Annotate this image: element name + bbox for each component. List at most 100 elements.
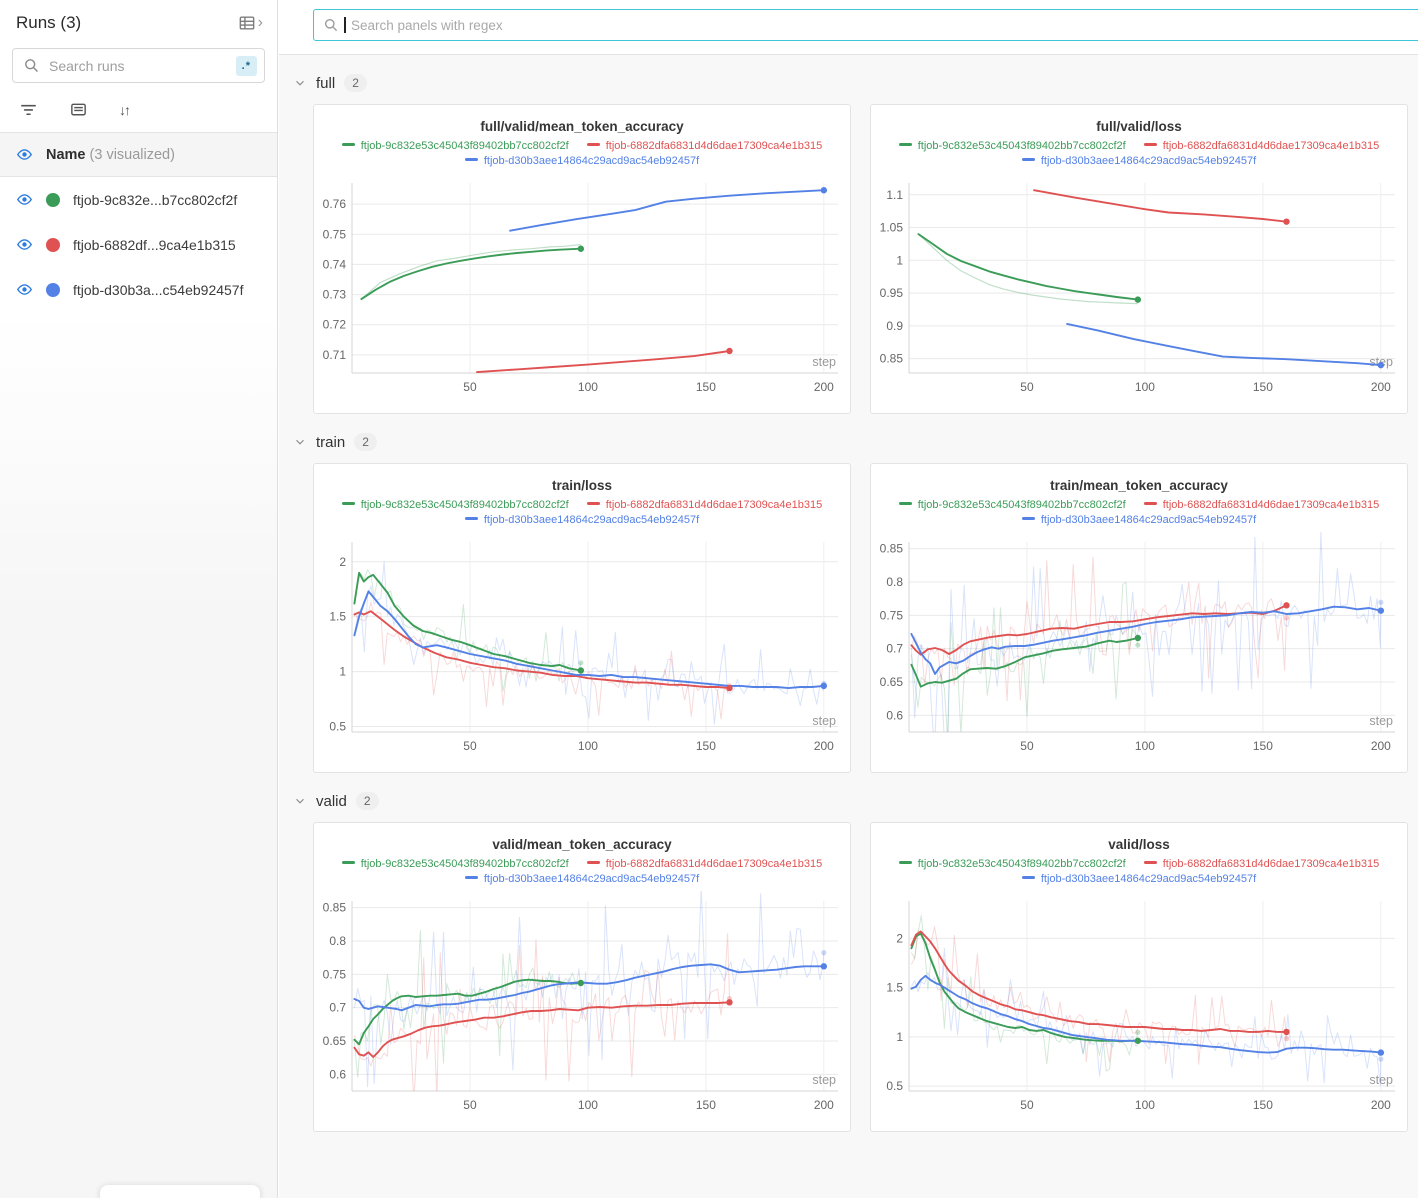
- svg-text:2: 2: [896, 931, 903, 945]
- line-chart[interactable]: 0.6 0.65 0.7 0.75 0.8 0.85 50 100 150 200 step: [314, 889, 852, 1119]
- legend-row: ftjob-9c832e53c45043f89402bb7cc802cf2f ft…: [314, 498, 850, 513]
- runs-sidebar: Runs (3) › .* ↓: [0, 0, 278, 1198]
- legend-entry: ftjob-6882dfa6831d4d6dae17309ca4e1b315: [1143, 499, 1379, 511]
- legend-row: ftjob-d30b3aee14864c29acd9ac54eb92457f: [871, 513, 1407, 528]
- group-columns-icon[interactable]: [69, 100, 88, 119]
- line-chart[interactable]: 0.6 0.65 0.7 0.75 0.8 0.85 50 100 150 200 step: [871, 530, 1409, 760]
- run-row[interactable]: ftjob-d30b3a...c54eb92457f: [0, 267, 277, 312]
- svg-text:1.1: 1.1: [886, 188, 903, 202]
- filter-icon[interactable]: [19, 100, 38, 119]
- expand-table-chevron-icon[interactable]: ›: [257, 14, 263, 31]
- svg-text:0.6: 0.6: [329, 1067, 346, 1081]
- chart-legend: ftjob-9c832e53c45043f89402bb7cc802cf2f ft…: [871, 857, 1407, 887]
- svg-text:150: 150: [696, 380, 716, 394]
- svg-text:1.5: 1.5: [886, 981, 903, 995]
- legend-entry: ftjob-9c832e53c45043f89402bb7cc802cf2f: [898, 140, 1126, 152]
- svg-text:100: 100: [578, 380, 598, 394]
- chart-panel: full/valid/loss ftjob-9c832e53c45043f8940…: [870, 104, 1408, 414]
- run-row[interactable]: ftjob-6882df...9ca4e1b315: [0, 222, 277, 267]
- svg-text:200: 200: [1371, 739, 1391, 753]
- panel-search-box[interactable]: [313, 9, 1418, 41]
- panel-section: train 2 train/loss ftjob-9c832e53c45043f894…: [296, 416, 1418, 773]
- eye-icon[interactable]: [16, 191, 33, 208]
- legend-run-name: ftjob-6882dfa6831d4d6dae17309ca4e1b315: [1162, 140, 1380, 152]
- chart-panel: valid/loss ftjob-9c832e53c45043f89402bb7c…: [870, 822, 1408, 1132]
- legend-row: ftjob-d30b3aee14864c29acd9ac54eb92457f: [871, 872, 1407, 887]
- svg-text:step: step: [812, 714, 836, 728]
- svg-text:0.65: 0.65: [880, 675, 904, 689]
- line-chart[interactable]: 0.5 1 1.5 2 50 100 150 200 step: [871, 889, 1409, 1119]
- legend-run-name: ftjob-9c832e53c45043f89402bb7cc802cf2f: [917, 140, 1126, 152]
- section-panels-row: train/loss ftjob-9c832e53c45043f89402bb7c…: [313, 463, 1418, 773]
- chevron-down-icon[interactable]: [293, 76, 307, 90]
- legend-run-name: ftjob-d30b3aee14864c29acd9ac54eb92457f: [1040, 873, 1257, 885]
- legend-line-marker: [1021, 158, 1035, 161]
- chart-legend: ftjob-9c832e53c45043f89402bb7cc802cf2f ft…: [314, 857, 850, 887]
- chart-title: train/mean_token_accuracy: [1050, 478, 1228, 493]
- legend-run-name: ftjob-d30b3aee14864c29acd9ac54eb92457f: [483, 873, 700, 885]
- legend-line-marker: [341, 861, 355, 864]
- legend-row: ftjob-d30b3aee14864c29acd9ac54eb92457f: [314, 513, 850, 528]
- svg-text:100: 100: [578, 1098, 598, 1112]
- svg-text:100: 100: [1135, 380, 1155, 394]
- search-runs-input[interactable]: [47, 56, 229, 75]
- runs-list-header[interactable]: Name (3 visualized): [0, 133, 277, 177]
- svg-text:50: 50: [1020, 739, 1034, 753]
- line-chart[interactable]: 0.71 0.72 0.73 0.74 0.75 0.76 50 100 150 200 step: [314, 171, 852, 401]
- legend-entry: ftjob-d30b3aee14864c29acd9ac54eb92457f: [1021, 514, 1256, 526]
- chevron-down-icon[interactable]: [293, 794, 307, 808]
- runs-search-box[interactable]: .*: [12, 48, 265, 83]
- regex-toggle-button[interactable]: .*: [235, 55, 257, 76]
- run-color-dot: [46, 237, 60, 252]
- svg-text:0.75: 0.75: [880, 608, 904, 622]
- section-header[interactable]: full 2: [293, 57, 1418, 104]
- eye-icon[interactable]: [16, 236, 33, 253]
- svg-text:step: step: [1369, 714, 1393, 728]
- legend-row: ftjob-9c832e53c45043f89402bb7cc802cf2f ft…: [871, 139, 1407, 154]
- legend-line-marker: [341, 143, 355, 146]
- runs-sidebar-header: Runs (3) ›: [0, 0, 277, 42]
- search-icon: [23, 57, 40, 74]
- legend-line-marker: [1021, 876, 1035, 879]
- svg-text:0.7: 0.7: [329, 1001, 346, 1015]
- chart-legend: ftjob-9c832e53c45043f89402bb7cc802cf2f ft…: [871, 139, 1407, 169]
- svg-text:0.85: 0.85: [880, 542, 904, 556]
- legend-line-marker: [464, 876, 478, 879]
- run-list: ftjob-9c832e...b7cc802cf2f ftjob-6882df..…: [0, 177, 277, 312]
- section-header[interactable]: train 2: [293, 416, 1418, 463]
- legend-entry: ftjob-9c832e53c45043f89402bb7cc802cf2f: [341, 140, 569, 152]
- legend-entry: ftjob-6882dfa6831d4d6dae17309ca4e1b315: [1143, 140, 1380, 152]
- svg-text:100: 100: [578, 739, 598, 753]
- svg-text:50: 50: [1020, 1098, 1034, 1112]
- runs-table-icon[interactable]: [237, 13, 257, 33]
- legend-entry: ftjob-9c832e53c45043f89402bb7cc802cf2f: [341, 499, 569, 511]
- search-panels-input[interactable]: [349, 16, 1418, 34]
- chevron-down-icon[interactable]: [293, 435, 307, 449]
- legend-entry: ftjob-d30b3aee14864c29acd9ac54eb92457f: [1021, 155, 1257, 167]
- legend-run-name: ftjob-6882dfa6831d4d6dae17309ca4e1b315: [1162, 858, 1380, 870]
- legend-row: ftjob-d30b3aee14864c29acd9ac54eb92457f: [314, 154, 850, 169]
- svg-text:150: 150: [696, 739, 716, 753]
- legend-run-name: ftjob-d30b3aee14864c29acd9ac54eb92457f: [1040, 155, 1257, 167]
- line-chart[interactable]: 0.5 1 1.5 2 50 100 150 200 step: [314, 530, 852, 760]
- section-panels-row: valid/mean_token_accuracy ftjob-9c832e53c…: [313, 822, 1418, 1132]
- runs-title: Runs (3): [16, 13, 82, 32]
- eye-icon[interactable]: [16, 281, 33, 298]
- legend-row: ftjob-9c832e53c45043f89402bb7cc802cf2f ft…: [871, 857, 1407, 872]
- sort-icon[interactable]: ↓↑: [119, 101, 131, 118]
- svg-text:0.6: 0.6: [886, 708, 903, 722]
- chart-legend: ftjob-9c832e53c45043f89402bb7cc802cf2f ft…: [314, 139, 850, 169]
- legend-line-marker: [1143, 143, 1157, 146]
- section-header[interactable]: valid 2: [293, 775, 1418, 822]
- svg-text:200: 200: [1371, 1098, 1391, 1112]
- run-color-dot: [46, 192, 60, 207]
- legend-line-marker: [586, 502, 600, 505]
- svg-text:0.71: 0.71: [323, 348, 347, 362]
- svg-text:2: 2: [339, 555, 346, 569]
- eye-icon[interactable]: [16, 146, 33, 163]
- svg-text:200: 200: [814, 380, 834, 394]
- run-row[interactable]: ftjob-9c832e...b7cc802cf2f: [0, 177, 277, 222]
- svg-text:1: 1: [896, 253, 903, 267]
- run-name: ftjob-9c832e...b7cc802cf2f: [73, 191, 238, 208]
